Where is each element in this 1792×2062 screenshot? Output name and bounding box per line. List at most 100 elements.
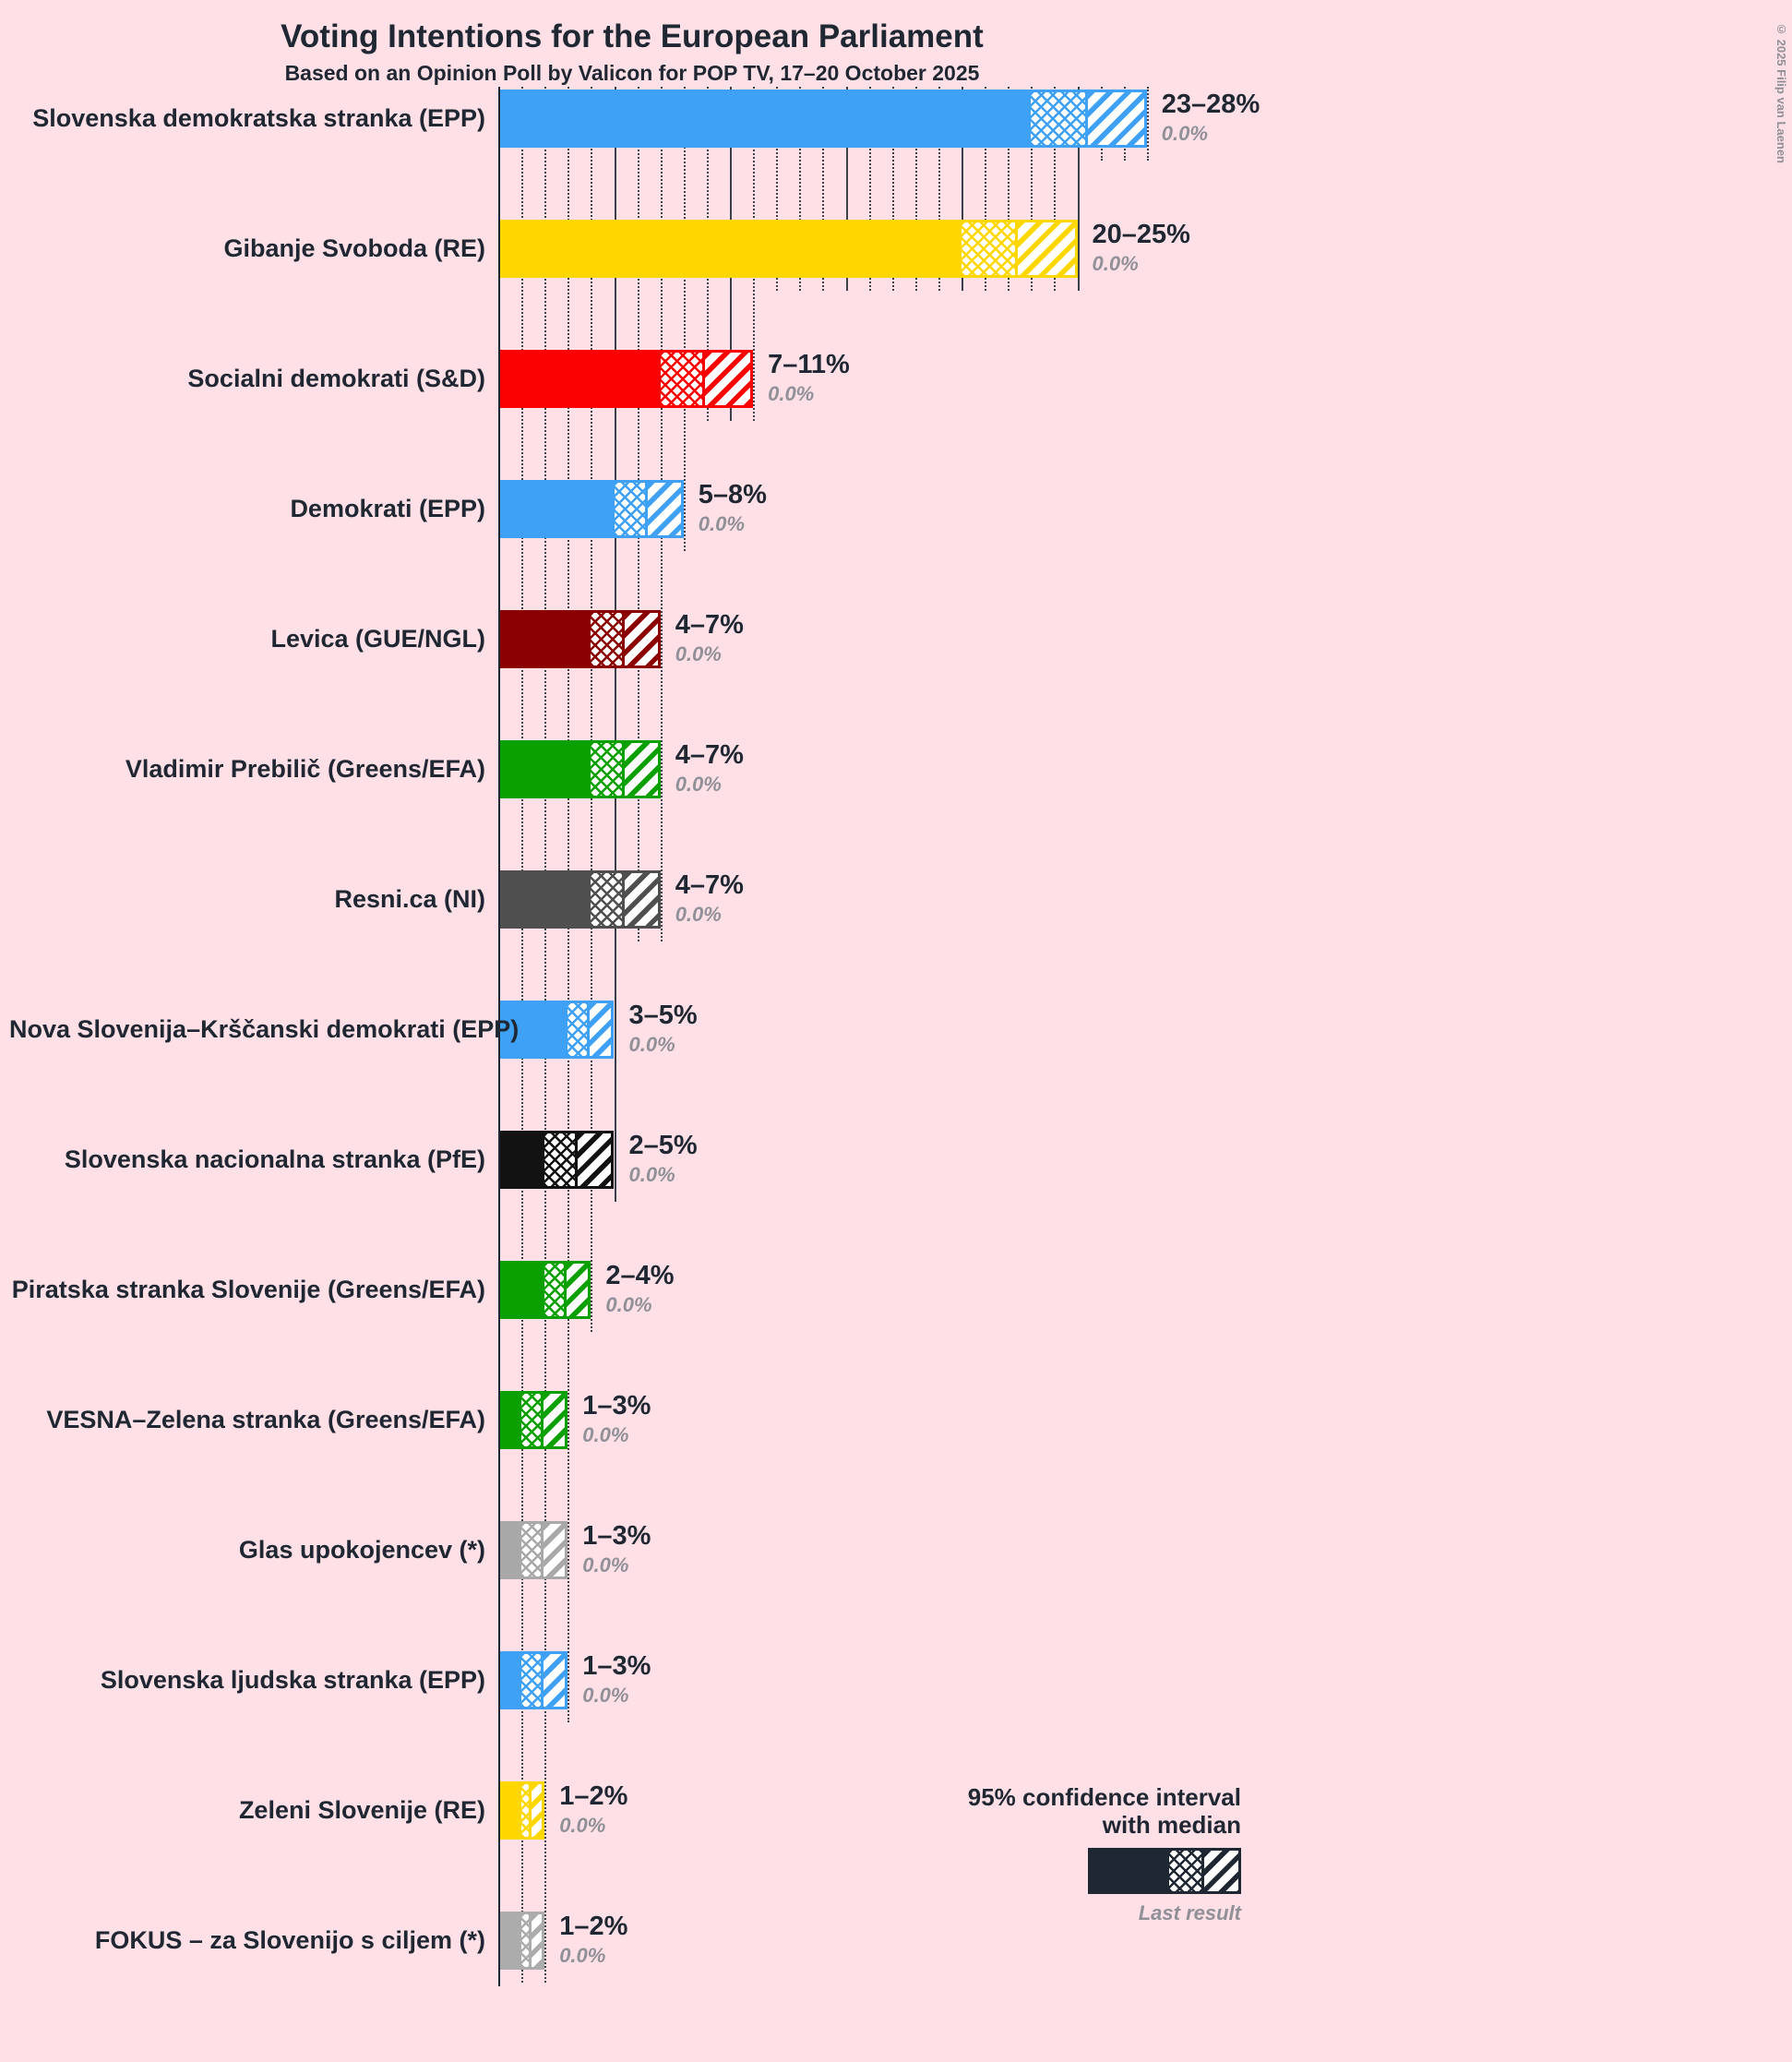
ci-diagonal-to-high — [624, 873, 658, 926]
bar-confidence-interval — [591, 740, 661, 798]
value-labels: 7–11% 0.0% — [768, 350, 850, 406]
bar-confidence-interval — [567, 1001, 615, 1059]
party-label: Levica (GUE/NGL) — [270, 625, 485, 653]
gridline-15pct — [845, 87, 848, 291]
ci-diagonal-to-high — [578, 1133, 612, 1186]
last-result-label: 0.0% — [675, 773, 722, 796]
last-result-label: 0.0% — [768, 382, 815, 405]
bar-solid-segment — [500, 220, 962, 278]
bar-confidence-interval — [521, 1781, 545, 1840]
chart-title: Voting Intentions for the European Parli… — [281, 18, 984, 54]
ci-crosshatch-to-median — [521, 1394, 544, 1446]
chart-subtitle: Based on an Opinion Poll by Valicon for … — [284, 61, 980, 85]
bar-solid-segment — [500, 1781, 522, 1840]
gridline-23pct — [1031, 87, 1033, 291]
value-labels: 1–3% 0.0% — [582, 1521, 651, 1577]
party-label: Demokrati (EPP) — [290, 495, 485, 522]
ci-crosshatch-to-median — [591, 613, 625, 665]
party-label: Vladimir Prebilič (Greens/EFA) — [125, 755, 485, 783]
bar-confidence-interval — [614, 480, 684, 538]
party-label: Slovenska demokratska stranka (EPP) — [32, 104, 485, 132]
bar-solid-segment — [500, 870, 591, 929]
value-labels: 1–3% 0.0% — [582, 1391, 651, 1447]
gridline-8pct — [683, 87, 686, 551]
value-labels: 1–2% 0.0% — [559, 1912, 627, 1968]
bar-confidence-interval — [660, 350, 754, 408]
value-labels: 3–5% 0.0% — [629, 1001, 698, 1057]
gridline-16pct — [868, 87, 871, 291]
bar-solid-segment — [500, 1131, 545, 1189]
bar-confidence-interval — [591, 610, 661, 668]
ci-crosshatch-to-median — [521, 1654, 544, 1707]
value-labels: 2–4% 0.0% — [605, 1261, 674, 1317]
gridline-17pct — [891, 87, 894, 291]
ci-diagonal-to-high — [1087, 92, 1144, 145]
ci-crosshatch-to-median — [591, 873, 625, 926]
ci-crosshatch-to-median — [660, 353, 706, 405]
value-labels: 4–7% 0.0% — [675, 870, 744, 927]
last-result-label: 0.0% — [559, 1944, 606, 1967]
ci-range-label: 7–11% — [768, 350, 850, 379]
gridline-21pct — [985, 87, 987, 291]
bar-confidence-interval — [544, 1261, 591, 1319]
last-result-label: 0.0% — [582, 1553, 629, 1576]
value-labels: 1–3% 0.0% — [582, 1651, 651, 1708]
ci-crosshatch-to-median — [567, 1003, 590, 1056]
last-result-label: 0.0% — [1161, 122, 1208, 145]
bar-solid-segment — [500, 610, 591, 668]
last-result-label: 0.0% — [582, 1423, 629, 1446]
gridline-12pct — [776, 87, 779, 291]
gridline-24pct — [1054, 87, 1057, 291]
legend-title-line2: with median — [1102, 1811, 1241, 1839]
party-label: Piratska stranka Slovenije (Greens/EFA) — [11, 1276, 485, 1303]
ci-range-label: 3–5% — [628, 1001, 698, 1030]
bar-confidence-interval — [521, 1521, 568, 1579]
last-result-label: 0.0% — [628, 1033, 675, 1056]
party-label: Socialni demokrati (S&D) — [187, 365, 485, 392]
ci-diagonal-to-high — [532, 1784, 543, 1837]
ci-range-label: 4–7% — [675, 870, 744, 900]
party-label: Resni.ca (NI) — [334, 885, 485, 913]
legend-sample-diagonal — [1203, 1851, 1238, 1891]
value-labels: 4–7% 0.0% — [675, 610, 744, 666]
ci-diagonal-to-high — [543, 1394, 566, 1446]
gridline-4pct — [591, 87, 593, 1332]
ci-range-label: 4–7% — [675, 610, 744, 640]
value-labels: 1–2% 0.0% — [559, 1781, 627, 1838]
ci-diagonal-to-high — [543, 1654, 566, 1707]
party-label: Slovenska ljudska stranka (EPP) — [100, 1666, 485, 1694]
ci-crosshatch-to-median — [544, 1264, 567, 1316]
last-result-label: 0.0% — [582, 1684, 629, 1707]
ci-crosshatch-to-median — [521, 1524, 544, 1576]
value-labels: 4–7% 0.0% — [675, 740, 744, 797]
ci-range-label: 1–3% — [582, 1651, 651, 1681]
ci-range-label: 5–8% — [698, 480, 767, 510]
legend-sample-crosshatch — [1169, 1851, 1204, 1891]
ci-range-label: 1–3% — [582, 1391, 651, 1421]
party-label: Gibanje Svoboda (RE) — [223, 234, 485, 262]
party-label: Zeleni Slovenije (RE) — [238, 1796, 485, 1824]
bar-solid-segment — [500, 1261, 545, 1319]
gridline-25pct — [1077, 87, 1080, 291]
gridline-18pct — [914, 87, 917, 291]
value-labels: 2–5% 0.0% — [629, 1131, 698, 1187]
ci-crosshatch-to-median — [521, 1914, 532, 1967]
ci-crosshatch-to-median — [1031, 92, 1088, 145]
copyright-notice: © 2025 Filip van Laenen — [1774, 22, 1788, 163]
bar-confidence-interval — [521, 1651, 568, 1709]
legend-last-result-label: Last result — [1138, 1901, 1241, 1924]
ci-crosshatch-to-median — [544, 1133, 579, 1186]
ci-range-label: 2–5% — [628, 1131, 698, 1160]
gridline-22pct — [1008, 87, 1010, 291]
ci-diagonal-to-high — [1018, 222, 1075, 275]
ci-diagonal-to-high — [705, 353, 751, 405]
ci-crosshatch-to-median — [591, 743, 625, 796]
bar-solid-segment — [500, 350, 661, 408]
last-result-label: 0.0% — [628, 1163, 675, 1186]
bar-solid-segment — [500, 1521, 522, 1579]
ci-crosshatch-to-median — [614, 483, 648, 535]
ci-crosshatch-to-median — [521, 1784, 532, 1837]
last-result-label: 0.0% — [675, 642, 722, 665]
gridline-28pct — [1146, 87, 1149, 161]
